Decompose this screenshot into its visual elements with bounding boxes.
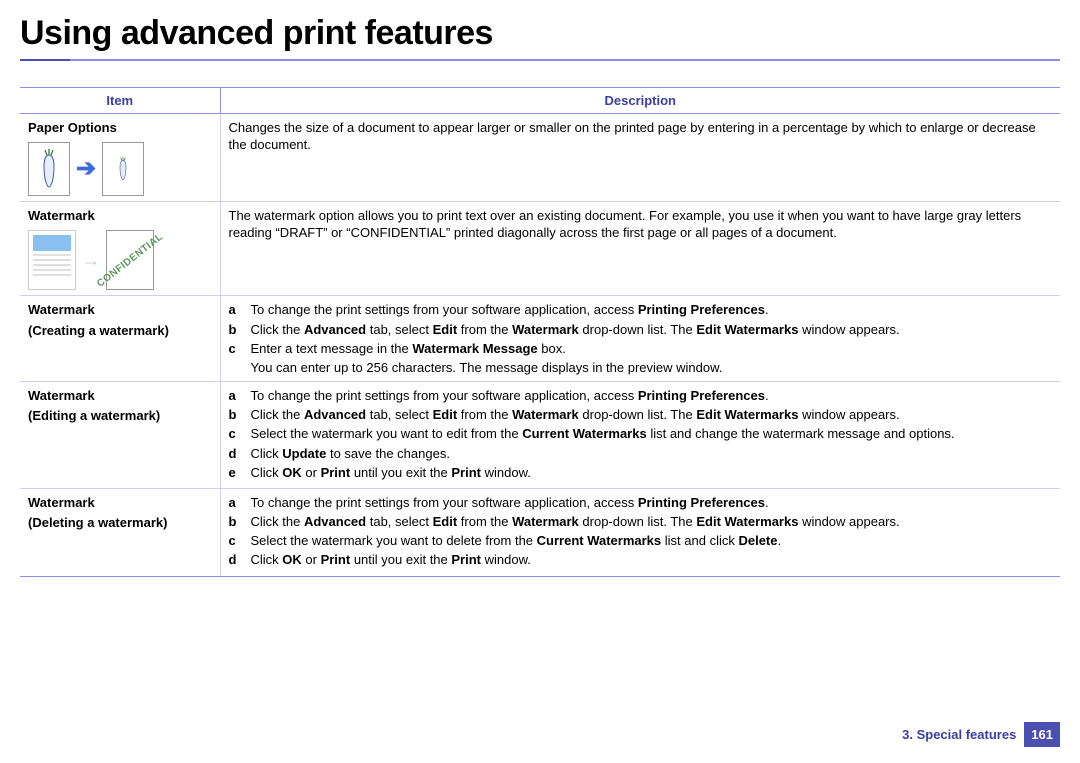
step-text: To change the print settings from your s… <box>251 301 1053 318</box>
step-label: a <box>229 494 241 511</box>
step-text: Select the watermark you want to edit fr… <box>251 425 1053 442</box>
step-text: Click the Advanced tab, select Edit from… <box>251 513 1053 530</box>
step-item: b Click the Advanced tab, select Edit fro… <box>229 406 1053 423</box>
step-text: Click the Advanced tab, select Edit from… <box>251 406 1053 423</box>
steps-list: a To change the print settings from your … <box>229 387 1053 481</box>
step-label: b <box>229 406 241 423</box>
step-item: a To change the print settings from your … <box>229 387 1053 404</box>
step-text: Click Update to save the changes. <box>251 445 1053 462</box>
item-cell: Paper Options ➔ <box>20 114 220 202</box>
step-text: Click OK or Print until you exit the Pri… <box>251 464 1053 481</box>
step-text: To change the print settings from your s… <box>251 387 1053 404</box>
steps-list: a To change the print settings from your … <box>229 494 1053 569</box>
step-item: c Select the watermark you want to delete… <box>229 532 1053 549</box>
table-row: Watermark Deleting a watermark a To change … <box>20 488 1060 576</box>
item-cell: Watermark Deleting a watermark <box>20 488 220 576</box>
table-row: Watermark →CONFIDENTIAL The watermark opti… <box>20 202 1060 296</box>
item-main: Watermark <box>28 495 95 510</box>
step-label: a <box>229 301 241 318</box>
page-title: Using advanced print features <box>0 0 1080 59</box>
item-cell: Watermark Creating a watermark <box>20 296 220 382</box>
step-item: c Select the watermark you want to edit f… <box>229 425 1053 442</box>
page-footer: 3. Special features 161 <box>902 722 1060 747</box>
step-item: b Click the Advanced tab, select Edit fro… <box>229 321 1053 338</box>
step-item: b Click the Advanced tab, select Edit fro… <box>229 513 1053 530</box>
step-label: b <box>229 513 241 530</box>
step-text: Click OK or Print until you exit the Pri… <box>251 551 1053 568</box>
desc-cell: a To change the print settings from your … <box>220 382 1060 489</box>
item-sub: Deleting a watermark <box>28 514 212 531</box>
step-label: c <box>229 340 241 357</box>
step-item: a To change the print settings from your … <box>229 494 1053 511</box>
table-row: Paper Options ➔ Changes the size of a docu… <box>20 114 1060 202</box>
step-text: Enter a text message in the Watermark Me… <box>251 340 1053 357</box>
item-main: Watermark <box>28 388 95 403</box>
arrow-right-icon: → <box>82 249 100 273</box>
step-label: e <box>229 464 241 481</box>
step-item: c Enter a text message in the Watermark M… <box>229 340 1053 357</box>
watermark-illustration: →CONFIDENTIAL <box>28 230 212 290</box>
step-item: d Click Update to save the changes. <box>229 445 1053 462</box>
features-table: Item Description Paper Options ➔ Changes t… <box>20 87 1060 577</box>
step-text: Select the watermark you want to delete … <box>251 532 1053 549</box>
item-cell: Watermark →CONFIDENTIAL <box>20 202 220 296</box>
step-text: To change the print settings from your s… <box>251 494 1053 511</box>
header-desc: Description <box>220 88 1060 114</box>
table-row: Watermark Creating a watermark a To change … <box>20 296 1060 382</box>
desc-cell: The watermark option allows you to print… <box>220 202 1060 296</box>
paper-scale-illustration: ➔ <box>28 142 212 196</box>
desc-cell: a To change the print settings from your … <box>220 488 1060 576</box>
desc-cell: a To change the print settings from your … <box>220 296 1060 382</box>
item-sub: Creating a watermark <box>28 322 212 339</box>
step-text: Click the Advanced tab, select Edit from… <box>251 321 1053 338</box>
step-label: d <box>229 551 241 568</box>
steps-list: a To change the print settings from your … <box>229 301 1053 356</box>
step-label: d <box>229 445 241 462</box>
features-tbody: Paper Options ➔ Changes the size of a docu… <box>20 114 1060 576</box>
step-item: d Click OK or Print until you exit the Pr… <box>229 551 1053 568</box>
item-sub: Editing a watermark <box>28 407 212 424</box>
step-label: c <box>229 532 241 549</box>
item-main: Paper Options <box>28 120 117 135</box>
step-label: a <box>229 387 241 404</box>
arrow-right-icon: ➔ <box>76 153 96 185</box>
desc-text: Changes the size of a document to appear… <box>229 120 1036 152</box>
item-main: Watermark <box>28 302 95 317</box>
chapter-label: 3. Special features <box>902 727 1016 742</box>
step-note: You can enter up to 256 characters. The … <box>229 359 1053 376</box>
content: Item Description Paper Options ➔ Changes t… <box>0 61 1080 577</box>
header-item: Item <box>20 88 220 114</box>
item-main: Watermark <box>28 208 95 223</box>
title-rule <box>20 59 1060 61</box>
desc-cell: Changes the size of a document to appear… <box>220 114 1060 202</box>
table-row: Watermark Editing a watermark a To change t… <box>20 382 1060 489</box>
item-cell: Watermark Editing a watermark <box>20 382 220 489</box>
step-item: e Click OK or Print until you exit the Pr… <box>229 464 1053 481</box>
step-label: b <box>229 321 241 338</box>
desc-text: The watermark option allows you to print… <box>229 208 1022 240</box>
step-item: a To change the print settings from your … <box>229 301 1053 318</box>
page-number: 161 <box>1024 722 1060 747</box>
step-label: c <box>229 425 241 442</box>
